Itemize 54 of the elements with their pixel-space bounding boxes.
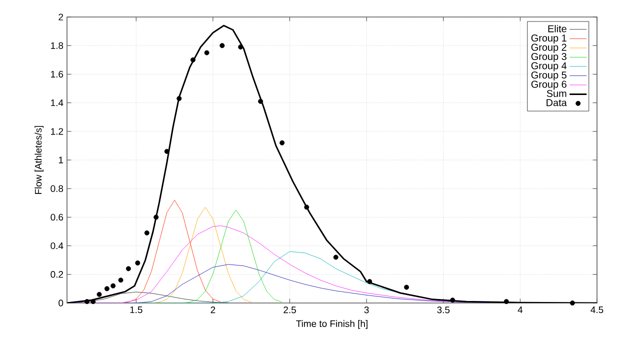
y-tick-label: 1.4 [51,100,64,106]
legend-label: Group 6 [531,80,566,90]
point [90,299,96,304]
legend-label: Group 3 [531,52,566,62]
point [304,204,310,210]
point [144,230,150,236]
y-tick-label: 1 [58,156,64,164]
point [154,214,159,220]
point [570,300,575,306]
point [204,50,210,56]
legend-label: Elite [548,24,566,32]
y-tick-label: 2 [58,14,64,20]
x-tick-label: 4.5 [590,306,604,314]
point [333,254,338,260]
x-tick-label: 2 [210,306,216,314]
legend-label: Sum [546,90,566,98]
point [258,98,264,104]
legend-label: Group 5 [531,71,566,80]
point [126,266,131,272]
y-tick-label: 0.6 [50,214,64,221]
x-tick-label: 4 [518,306,523,314]
point [504,299,509,304]
x-tick-label: 2.5 [284,306,296,314]
x-tick-label: 3 [364,306,369,314]
point [280,140,285,146]
point [404,284,410,290]
point [176,96,182,101]
x-axis-title: Time to Finish [h] [296,320,368,329]
y-tick-label: 1.8 [51,42,64,49]
y-tick-label: 1.6 [51,70,64,78]
legend-label: Data [546,99,567,106]
point [238,44,244,50]
y-tick-label: 0.4 [50,242,64,250]
point [96,292,102,297]
y-tick-label: 0.2 [50,271,64,278]
point [190,57,196,62]
y-tick-label: 0.8 [50,185,64,192]
x-tick-label: 1.5 [130,306,142,314]
point [367,279,372,284]
y-axis-title: Flow [Athletes/s] [34,126,44,194]
x-tick-label: 3.5 [437,306,450,314]
legend-label: Group 1 [531,34,566,44]
point [110,283,116,288]
point [450,298,456,303]
y-tick-label: 0 [58,300,64,306]
point [118,278,124,283]
legend-label: Group 2 [531,44,566,53]
legend-label: Group 4 [531,62,567,72]
point [104,286,110,292]
point [220,43,225,48]
y-tick-label: 1.2 [51,128,64,135]
point [84,299,90,304]
point [135,260,140,266]
point [164,148,170,154]
